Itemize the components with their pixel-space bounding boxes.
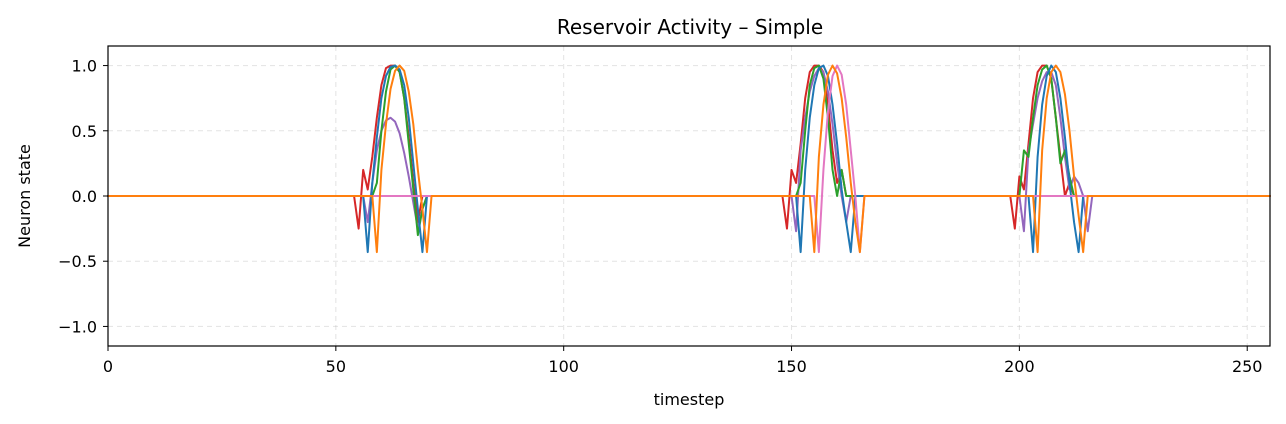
x-axis-ticks: 0 50 100 150 200 250 [103,346,1263,376]
x-tick-label: 150 [776,357,807,376]
chart-title: Reservoir Activity – Simple [557,15,823,39]
x-tick-label: 50 [326,357,346,376]
y-tick-label: 0.5 [72,122,97,141]
series-line-6 [107,64,1271,254]
x-tick-label: 0 [103,357,113,376]
series-line-1 [107,64,1271,230]
x-tick-label: 200 [1004,357,1035,376]
x-tick-label: 250 [1232,357,1263,376]
series-line-4 [107,64,1271,254]
y-axis-label: Neuron state [15,144,34,248]
series-line-2 [107,67,1271,233]
x-axis-label: timestep [654,390,725,409]
series-line-3 [107,64,1271,237]
x-tick-label: 100 [548,357,579,376]
y-tick-label: −1.0 [58,317,97,336]
series-group [107,64,1271,254]
y-tick-label: 1.0 [72,57,97,76]
y-tick-label: −0.5 [58,252,97,271]
y-tick-label: 0.0 [72,187,97,206]
y-axis-ticks: −1.0 −0.5 0.0 0.5 1.0 [58,57,108,336]
